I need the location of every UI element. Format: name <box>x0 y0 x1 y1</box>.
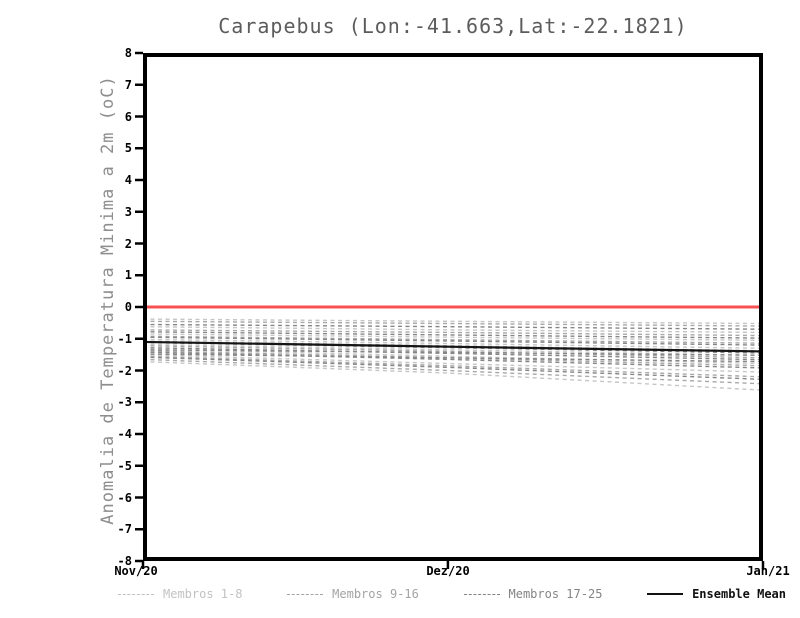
y-tick-label: -7 <box>117 522 132 537</box>
y-tick-label: 2 <box>124 236 132 251</box>
y-tick-label: 0 <box>124 300 132 314</box>
y-tick-label: -6 <box>117 490 132 505</box>
legend-item-membros-17-25: Membros 17-25 <box>463 587 603 601</box>
legend-label: Membros 9-16 <box>332 587 419 601</box>
legend-item-membros-9-16: Membros 9-16 <box>287 587 419 601</box>
y-tick-label: 8 <box>124 46 132 60</box>
chart-legend: Membros 1-8 Membros 9-16 Membros 17-25 E… <box>118 587 786 601</box>
y-tick-label: -2 <box>117 363 132 378</box>
ensemble-mean-line <box>142 340 764 353</box>
dashed-line-sample <box>118 593 154 595</box>
ensemble-member-line <box>142 325 764 334</box>
x-tick-label-jan: Jan/21 <box>746 564 790 578</box>
y-tick-label: -8 <box>117 554 132 568</box>
y-tick-label: 5 <box>124 141 132 156</box>
y-tick-label: -1 <box>117 331 132 346</box>
y-tick-label: 7 <box>124 77 132 92</box>
legend-label: Membros 17-25 <box>508 587 603 601</box>
y-tick-label: 3 <box>124 204 132 219</box>
legend-item-membros-1-8: Membros 1-8 <box>118 587 242 601</box>
dashed-line-sample <box>463 593 500 595</box>
chart-title: Carapebus (Lon:-41.663,Lat:-22.1821) <box>218 14 688 38</box>
y-tick-label: -3 <box>117 395 132 410</box>
legend-item-ensemble-mean: Ensemble Mean <box>647 587 786 601</box>
y-tick-label: 4 <box>124 173 132 187</box>
x-tick-label-nov: Nov/20 <box>114 564 158 578</box>
y-tick-label: -5 <box>117 458 132 473</box>
dashed-line-sample <box>287 593 324 595</box>
solid-line-sample <box>647 593 684 595</box>
y-tick-label: 1 <box>124 268 132 283</box>
legend-label: Membros 1-8 <box>163 587 243 601</box>
y-tick-label: 6 <box>124 109 132 124</box>
y-tick-label: -4 <box>117 427 132 441</box>
legend-label: Ensemble Mean <box>692 587 786 601</box>
x-tick-label-dez: Dez/20 <box>426 564 470 578</box>
